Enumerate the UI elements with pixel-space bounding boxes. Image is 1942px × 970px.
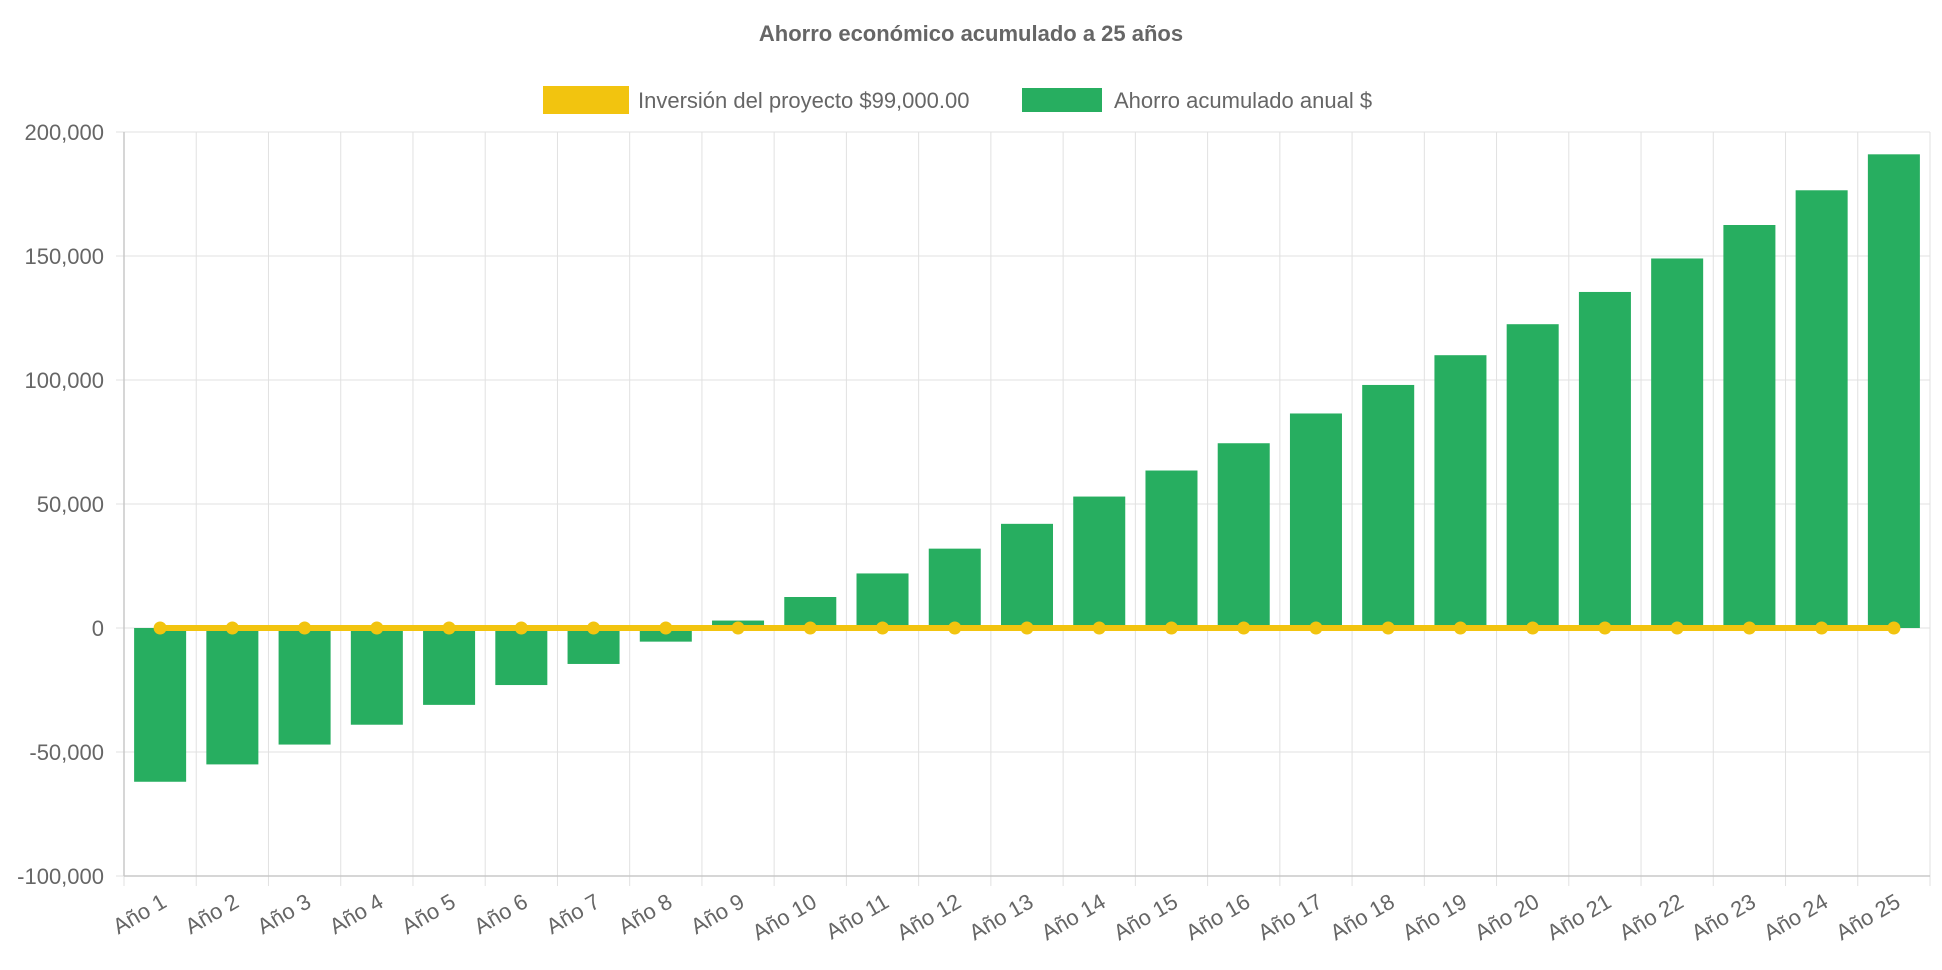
bar-savings[interactable] (1723, 225, 1776, 628)
legend-item-savings[interactable]: Ahorro acumulado anual $ (1022, 88, 1372, 113)
bar-savings[interactable] (1289, 413, 1342, 628)
investment-point[interactable] (659, 621, 673, 635)
investment-point[interactable] (298, 621, 312, 635)
investment-point[interactable] (587, 621, 601, 635)
bar-savings[interactable] (1651, 258, 1704, 628)
legend-swatch-savings (1022, 88, 1102, 112)
investment-line (153, 621, 1901, 635)
y-tick-label: 100,000 (24, 368, 104, 393)
x-tick-label: Año 16 (1181, 889, 1254, 946)
legend-swatch-investment (543, 86, 629, 114)
x-tick-label: Año 13 (965, 889, 1038, 946)
bars (134, 154, 1920, 782)
investment-point[interactable] (1020, 621, 1034, 635)
x-tick-label: Año 3 (253, 889, 315, 939)
investment-point[interactable] (442, 621, 456, 635)
x-tick-label: Año 21 (1543, 889, 1616, 946)
bar-savings[interactable] (928, 548, 981, 628)
bar-savings[interactable] (1073, 496, 1126, 628)
investment-point[interactable] (948, 621, 962, 635)
bar-savings[interactable] (639, 628, 692, 642)
x-tick-label: Año 8 (614, 889, 676, 939)
y-tick-label: 200,000 (24, 120, 104, 145)
bar-savings[interactable] (1578, 291, 1631, 628)
x-tick-label: Año 19 (1398, 889, 1471, 946)
bar-savings[interactable] (1000, 523, 1054, 628)
axes: 200,000 150,000 100,000 50,000 0 -50,000 -100,… (17, 120, 1930, 945)
investment-point[interactable] (1670, 621, 1684, 635)
x-tick-label: Año 6 (470, 889, 532, 939)
bar-savings[interactable] (278, 628, 331, 745)
bar-savings[interactable] (1217, 443, 1270, 628)
investment-point[interactable] (514, 621, 528, 635)
grid (116, 131, 1931, 886)
x-tick-label: Año 18 (1326, 889, 1399, 946)
x-tick-label: Año 22 (1615, 889, 1688, 946)
x-tick-label: Año 10 (748, 889, 821, 946)
x-tick-label: Año 1 (108, 889, 170, 939)
x-tick-label: Año 23 (1687, 889, 1760, 946)
bar-savings[interactable] (1867, 154, 1920, 628)
bar-savings[interactable] (1434, 355, 1487, 628)
investment-point[interactable] (1092, 621, 1106, 635)
legend-item-investment[interactable]: Inversión del proyecto $99,000.00 (543, 86, 969, 114)
investment-point[interactable] (1526, 621, 1540, 635)
bar-savings[interactable] (495, 628, 548, 686)
y-tick-label: -100,000 (17, 864, 104, 889)
x-tick-label: Año 20 (1470, 889, 1543, 946)
bar-savings[interactable] (134, 628, 187, 782)
x-tick-label: Año 4 (325, 889, 387, 939)
bar-savings[interactable] (423, 628, 476, 705)
investment-point[interactable] (1598, 621, 1612, 635)
investment-point[interactable] (1815, 621, 1829, 635)
bar-savings[interactable] (350, 628, 403, 725)
x-tick-label: Año 17 (1254, 889, 1327, 946)
x-tick-label: Año 5 (397, 889, 459, 939)
investment-point[interactable] (153, 621, 167, 635)
bar-savings[interactable] (856, 573, 909, 628)
legend-label-savings: Ahorro acumulado anual $ (1114, 88, 1372, 113)
investment-point[interactable] (1742, 621, 1756, 635)
bar-savings[interactable] (1795, 190, 1848, 628)
investment-point[interactable] (731, 621, 745, 635)
investment-point[interactable] (1164, 621, 1178, 635)
investment-point[interactable] (1453, 621, 1467, 635)
investment-point[interactable] (1309, 621, 1323, 635)
y-tick-label: -50,000 (29, 740, 104, 765)
x-tick-label: Año 2 (181, 889, 243, 939)
investment-point[interactable] (370, 621, 384, 635)
x-tick-label: Año 25 (1831, 889, 1904, 946)
x-tick-label: Año 24 (1759, 889, 1832, 946)
y-tick-label: 150,000 (24, 244, 104, 269)
investment-point[interactable] (1237, 621, 1251, 635)
x-tick-label: Año 11 (822, 889, 893, 945)
y-tick-label: 0 (92, 616, 104, 641)
x-tick-label: Año 12 (892, 889, 965, 946)
investment-point[interactable] (876, 621, 890, 635)
investment-point[interactable] (225, 621, 239, 635)
investment-point[interactable] (803, 621, 817, 635)
bar-savings[interactable] (206, 628, 259, 765)
investment-point[interactable] (1887, 621, 1901, 635)
investment-point[interactable] (1381, 621, 1395, 635)
legend-label-investment: Inversión del proyecto $99,000.00 (638, 88, 969, 113)
x-tick-label: Año 14 (1037, 889, 1110, 946)
chart-title: Ahorro económico acumulado a 25 años (759, 21, 1183, 46)
bar-savings[interactable] (1506, 324, 1559, 628)
legend: Inversión del proyecto $99,000.00 Ahorro… (543, 86, 1372, 114)
x-tick-label: Año 9 (686, 889, 748, 939)
bar-savings[interactable] (1362, 384, 1415, 628)
x-tick-label: Año 7 (542, 889, 604, 939)
bar-savings[interactable] (1145, 470, 1198, 628)
x-tick-label: Año 15 (1109, 889, 1182, 946)
y-tick-label: 50,000 (37, 492, 104, 517)
